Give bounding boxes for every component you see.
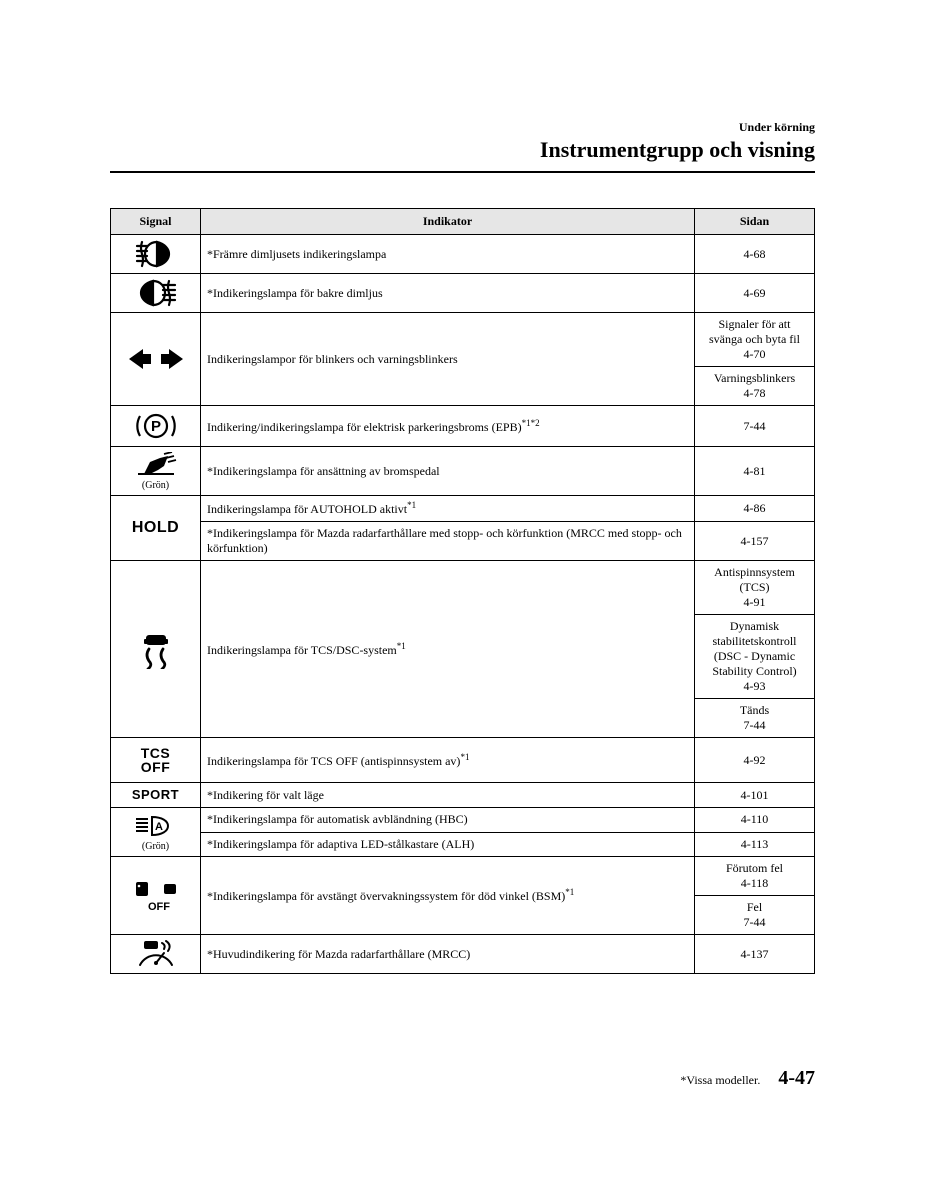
indicator-cell: Indikering/indikeringslampa för elektris… [201, 406, 695, 447]
indicator-cell: Indikeringslampa för TCS/DSC-system*1 [201, 561, 695, 738]
indicator-cell: *Huvudindikering för Mazda radarfarthåll… [201, 935, 695, 974]
indicator-cell: *Indikeringslampa för bakre dimljus [201, 274, 695, 313]
icon-sublabel: (Grön) [117, 841, 194, 852]
page-cell: 4-110 [695, 808, 815, 833]
hold-label: HOLD [132, 519, 179, 537]
indicator-cell: *Indikeringslampa för adaptiva LED-stålk… [201, 832, 695, 857]
page-cell: 4-86 [695, 496, 815, 522]
signal-cell [111, 561, 201, 738]
signal-cell: SPORT [111, 783, 201, 808]
svg-text:A: A [155, 821, 163, 833]
footer-note: *Vissa modeller. [680, 1073, 760, 1088]
indicator-table: Signal Indikator Sidan [110, 208, 815, 974]
page-cell: 4-101 [695, 783, 815, 808]
col-header-page: Sidan [695, 209, 815, 235]
epb-icon: P [117, 410, 194, 442]
off-label: OFF [141, 760, 171, 774]
page-cell: Dynamisk stabilitetskontroll (DSC - Dyna… [695, 615, 815, 699]
table-row: (Grön) *Indikeringslampa för ansättning … [111, 447, 815, 496]
icon-sublabel: (Grön) [117, 480, 194, 491]
indicator-cell: Indikeringslampa för TCS OFF (antispinns… [201, 738, 695, 783]
signal-cell: P [111, 406, 201, 447]
page-cell: Fel 7-44 [695, 896, 815, 935]
indicator-text: Indikeringslampa för TCS/DSC-system*1 [207, 643, 406, 657]
signal-cell [111, 313, 201, 406]
indicator-text: Indikering/indikeringslampa för elektris… [207, 420, 540, 434]
indicator-cell: *Indikeringslampa för automatisk avbländ… [201, 808, 695, 833]
page-cell: Förutom fel 4-118 [695, 857, 815, 896]
signal-cell: OFF [111, 857, 201, 935]
page-cell: Tänds 7-44 [695, 699, 815, 738]
table-row: *Indikeringslampa för bakre dimljus 4-69 [111, 274, 815, 313]
turn-signal-icon [117, 329, 194, 389]
table-row: SPORT *Indikering för valt läge 4-101 [111, 783, 815, 808]
sport-label: SPORT [132, 787, 179, 802]
indicator-cell: *Indikeringslampa för ansättning av brom… [201, 447, 695, 496]
tcs-off-icon: TCS OFF [117, 742, 194, 778]
tcs-dsc-icon [117, 574, 194, 724]
table-row: OFF *Indikeringslampa för avstängt överv… [111, 857, 815, 896]
table-row: *Huvudindikering för Mazda radarfarthåll… [111, 935, 815, 974]
svg-text:OFF: OFF [148, 901, 170, 912]
table-row: A (Grön) *Indikeringslampa för automatis… [111, 808, 815, 833]
signal-cell: HOLD [111, 496, 201, 561]
front-fog-icon [117, 239, 194, 269]
hold-icon: HOLD [117, 503, 194, 553]
section-label: Under körning [110, 120, 815, 135]
tcs-label: TCS [141, 746, 171, 760]
page-cell: 4-69 [695, 274, 815, 313]
indicator-cell: Indikeringslampa för AUTOHOLD aktivt*1 [201, 496, 695, 522]
indicator-text: Indikeringslampa för TCS OFF (antispinns… [207, 754, 469, 768]
page: Under körning Instrumentgrupp och visnin… [0, 0, 925, 1034]
table-row: HOLD Indikeringslampa för AUTOHOLD aktiv… [111, 496, 815, 522]
signal-cell: (Grön) [111, 447, 201, 496]
col-header-indicator: Indikator [201, 209, 695, 235]
table-row: Indikeringslampa för TCS/DSC-system*1 An… [111, 561, 815, 615]
page-cell: Signaler för att svänga och byta fil 4-7… [695, 313, 815, 367]
rear-fog-icon [117, 278, 194, 308]
table-row: Indikeringslampor för blinkers och varni… [111, 313, 815, 367]
page-cell: 4-113 [695, 832, 815, 857]
page-title: Instrumentgrupp och visning [110, 137, 815, 163]
page-footer: *Vissa modeller. 4-47 [680, 1067, 815, 1090]
table-row: P Indikering/indikeringslampa för elektr… [111, 406, 815, 447]
signal-cell: TCS OFF [111, 738, 201, 783]
page-cell: 4-68 [695, 235, 815, 274]
indicator-cell: *Indikering för valt läge [201, 783, 695, 808]
mrcc-icon [117, 939, 194, 969]
signal-cell [111, 274, 201, 313]
signal-cell: A (Grön) [111, 808, 201, 857]
page-cell: 7-44 [695, 406, 815, 447]
indicator-cell: *Indikeringslampa för Mazda radarfarthål… [201, 522, 695, 561]
signal-cell [111, 235, 201, 274]
indicator-cell: *Indikeringslampa för avstängt övervakni… [201, 857, 695, 935]
page-number: 4-47 [778, 1067, 815, 1090]
indicator-text: *Indikeringslampa för avstängt övervakni… [207, 889, 574, 903]
svg-text:P: P [150, 418, 160, 435]
page-cell: Varningsblinkers 4-78 [695, 367, 815, 406]
auto-highbeam-icon: A [117, 812, 194, 840]
signal-cell [111, 935, 201, 974]
table-row: TCS OFF Indikeringslampa för TCS OFF (an… [111, 738, 815, 783]
page-cell: 4-81 [695, 447, 815, 496]
page-cell: 4-157 [695, 522, 815, 561]
indicator-cell: *Främre dimljusets indikeringslampa [201, 235, 695, 274]
indicator-cell: Indikeringslampor för blinkers och varni… [201, 313, 695, 406]
page-cell: Antispinnsystem (TCS) 4-91 [695, 561, 815, 615]
table-row: *Indikeringslampa för adaptiva LED-stålk… [111, 832, 815, 857]
page-cell: 4-92 [695, 738, 815, 783]
table-row: *Indikeringslampa för Mazda radarfarthål… [111, 522, 815, 561]
page-cell: 4-137 [695, 935, 815, 974]
indicator-text: Indikeringslampa för AUTOHOLD aktivt*1 [207, 502, 416, 516]
col-header-signal: Signal [111, 209, 201, 235]
page-header: Under körning Instrumentgrupp och visnin… [110, 120, 815, 173]
bsm-off-icon: OFF [117, 874, 194, 918]
table-header-row: Signal Indikator Sidan [111, 209, 815, 235]
table-row: *Främre dimljusets indikeringslampa 4-68 [111, 235, 815, 274]
brake-pedal-icon [117, 451, 194, 479]
